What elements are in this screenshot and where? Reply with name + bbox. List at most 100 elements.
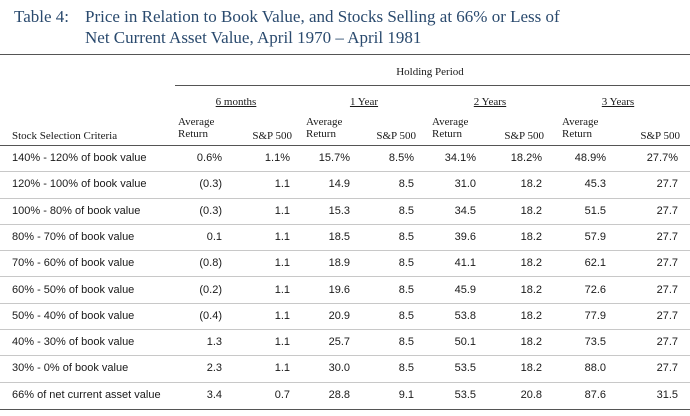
sp500-cell: 9.1 (398, 388, 414, 401)
table-row: 30% - 0% of book value 2.3 1.1 30.0 8.5 53.5 1… (0, 356, 690, 383)
table-row: 80% - 70% of book value 0.1 1.1 18.5 8.5 39.6… (0, 225, 690, 252)
criteria-cell: 120% - 100% of book value (12, 178, 147, 191)
sp500-header: S&P 500 (504, 130, 544, 142)
average-return-cell: (0.3) (199, 204, 222, 217)
average-return-cell: 0.1 (206, 230, 222, 243)
sp500-cell: 1.1 (274, 309, 290, 322)
sp500-cell: 1.1% (264, 152, 290, 164)
table-title-line2: Net Current Asset Value, April 1970 – Ap… (85, 28, 422, 47)
sp500-cell: 8.5% (388, 152, 414, 164)
table-row: 140% - 120% of book value 0.6% 1.1% 15.7% 8.… (0, 146, 690, 173)
average-return-cell: 50.1 (454, 336, 476, 349)
sp500-cell: 27.7 (656, 178, 678, 191)
sp500-header: S&P 500 (376, 130, 416, 142)
average-return-cell: 15.3 (328, 204, 350, 217)
average-return-cell: 34.1% (444, 152, 476, 164)
criteria-cell: 50% - 40% of book value (12, 309, 135, 322)
average-return-header: Average Return (178, 116, 238, 140)
row-divider (0, 197, 690, 199)
table-row: 50% - 40% of book value (0.4) 1.1 20.9 8.5 53… (0, 304, 690, 331)
sp500-cell: 18.2 (520, 257, 542, 270)
criteria-cell: 140% - 120% of book value (12, 152, 147, 164)
average-return-cell: 45.3 (584, 178, 606, 191)
table-title-line1: Price in Relation to Book Value, and Sto… (85, 7, 560, 26)
average-return-header: Average Return (306, 116, 366, 140)
criteria-cell: 70% - 60% of book value (12, 257, 135, 270)
average-return-cell: 73.5 (584, 336, 606, 349)
sp500-cell: 27.7 (656, 230, 678, 243)
average-return-cell: 53.5 (454, 362, 476, 375)
sp500-cell: 1.1 (274, 336, 290, 349)
return-label: Return (432, 128, 462, 140)
period-header-1: 1 Year (349, 96, 379, 108)
average-return-cell: 19.6 (328, 283, 350, 296)
sp500-cell: 18.2 (520, 178, 542, 191)
criteria-cell: 40% - 30% of book value (12, 336, 135, 349)
sp500-cell: 18.2 (520, 204, 542, 217)
sp500-header: S&P 500 (640, 130, 680, 142)
average-return-cell: 20.9 (328, 309, 350, 322)
sp500-cell: 8.5 (398, 257, 414, 270)
sp500-cell: 18.2 (520, 283, 542, 296)
sp500-cell: 27.7 (656, 283, 678, 296)
average-return-cell: 1.3 (206, 336, 222, 349)
criteria-header: Stock Selection Criteria (12, 130, 118, 142)
average-return-cell: 18.9 (328, 257, 350, 270)
average-return-cell: (0.3) (199, 178, 222, 191)
average-label: Average (306, 116, 343, 128)
average-return-cell: 45.9 (454, 283, 476, 296)
sp500-cell: 27.7 (656, 362, 678, 375)
average-return-cell: 53.8 (454, 309, 476, 322)
average-label: Average (562, 116, 599, 128)
average-return-cell: 28.8 (328, 388, 350, 401)
row-divider (0, 223, 690, 225)
criteria-cell: 100% - 80% of book value (12, 204, 141, 217)
sp500-cell: 8.5 (398, 204, 414, 217)
sp500-cell: 1.1 (274, 230, 290, 243)
average-return-cell: 18.5 (328, 230, 350, 243)
average-return-cell: 25.7 (328, 336, 350, 349)
average-return-cell: (0.8) (199, 257, 222, 270)
sp500-cell: 1.1 (274, 362, 290, 375)
sp500-cell: 0.7 (274, 388, 290, 401)
average-return-cell: 0.6% (196, 152, 222, 164)
table-row: 100% - 80% of book value (0.3) 1.1 15.3 8.5 3… (0, 199, 690, 226)
average-return-header: Average Return (562, 116, 622, 140)
sp500-cell: 20.8 (520, 388, 542, 401)
row-divider (0, 250, 690, 252)
row-divider (0, 302, 690, 304)
average-return-cell: 31.0 (454, 178, 476, 191)
bottom-rule (0, 409, 690, 410)
row-divider (0, 355, 690, 357)
average-return-cell: 15.7% (318, 152, 350, 164)
table-row: 66% of net current asset value 3.4 0.7 28.8… (0, 383, 690, 410)
average-return-cell: 3.4 (206, 388, 222, 401)
sp500-cell: 8.5 (398, 362, 414, 375)
sp500-cell: 8.5 (398, 283, 414, 296)
table-number: Table 4: (14, 7, 69, 26)
average-return-cell: 53.5 (454, 388, 476, 401)
sp500-cell: 18.2% (510, 152, 542, 164)
sp500-cell: 8.5 (398, 178, 414, 191)
average-return-cell: 48.9% (574, 152, 606, 164)
sp500-cell: 18.2 (520, 230, 542, 243)
period-header-3: 3 Years (601, 96, 635, 108)
period-header-2: 2 Years (473, 96, 507, 108)
sp500-cell: 27.7 (656, 336, 678, 349)
sp500-cell: 31.5 (656, 388, 678, 401)
average-return-cell: (0.2) (199, 283, 222, 296)
average-return-cell: 34.5 (454, 204, 476, 217)
sp500-cell: 27.7 (656, 204, 678, 217)
return-label: Return (178, 128, 208, 140)
average-return-cell: 41.1 (454, 257, 476, 270)
sp500-cell: 1.1 (274, 283, 290, 296)
average-label: Average (178, 116, 215, 128)
criteria-cell: 60% - 50% of book value (12, 283, 135, 296)
average-return-cell: 39.6 (454, 230, 476, 243)
row-divider (0, 171, 690, 173)
average-return-header: Average Return (432, 116, 492, 140)
average-return-cell: (0.4) (199, 309, 222, 322)
header-rule (0, 145, 690, 146)
holding-period-rule (175, 85, 690, 86)
average-return-cell: 57.9 (584, 230, 606, 243)
